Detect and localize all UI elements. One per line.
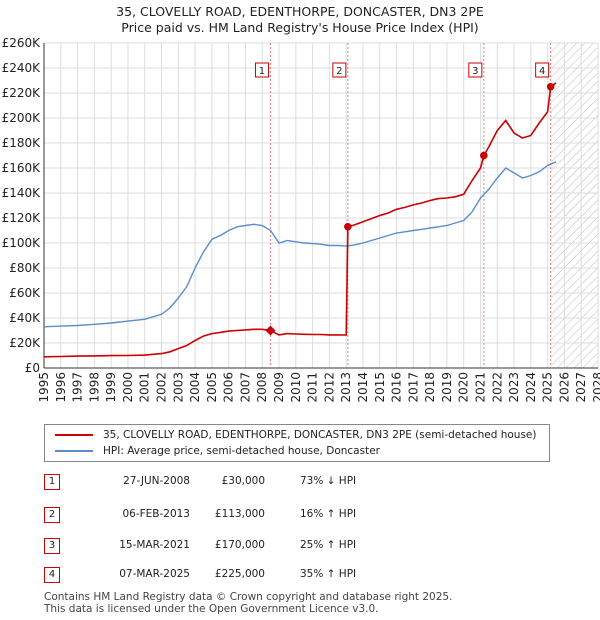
legend: 35, CLOVELLY ROAD, EDENTHORPE, DONCASTER… bbox=[44, 424, 550, 462]
sale-hpi-change: 35% ↑ HPI bbox=[300, 568, 357, 580]
x-tick-label: 2008 bbox=[255, 372, 269, 403]
sale-number-label: 3 bbox=[472, 66, 478, 77]
sale-number-badge: 1 bbox=[44, 474, 60, 490]
y-tick-label: £20K bbox=[9, 336, 41, 350]
sale-hpi-change: 25% ↑ HPI bbox=[300, 539, 357, 551]
sale-point-marker bbox=[265, 325, 276, 336]
chart-title-line1: 35, CLOVELLY ROAD, EDENTHORPE, DONCASTER… bbox=[116, 4, 484, 19]
y-tick-label: £260K bbox=[2, 36, 42, 50]
sale-number-label: 4 bbox=[539, 66, 545, 77]
y-tick-label: £60K bbox=[9, 286, 41, 300]
sale-hpi-change: 16% ↑ HPI bbox=[300, 508, 357, 520]
sale-price: £225,000 bbox=[214, 568, 265, 580]
sale-price: £170,000 bbox=[214, 539, 265, 551]
y-tick-label: £120K bbox=[2, 211, 42, 225]
legend-label-hpi: HPI: Average price, semi-detached house,… bbox=[103, 445, 380, 457]
chart-title-line2: Price paid vs. HM Land Registry's House … bbox=[121, 20, 479, 35]
y-tick-label: £40K bbox=[9, 311, 41, 325]
x-tick-label: 2020 bbox=[457, 372, 471, 403]
y-tick-label: £240K bbox=[2, 61, 42, 75]
x-tick-label: 1999 bbox=[104, 372, 118, 403]
sale-number-box bbox=[254, 62, 269, 78]
x-tick-label: 2000 bbox=[121, 372, 135, 403]
x-tick-label: 2016 bbox=[390, 372, 404, 403]
x-tick-label: 2003 bbox=[171, 372, 185, 403]
legend-item-property: 35, CLOVELLY ROAD, EDENTHORPE, DONCASTER… bbox=[55, 427, 536, 443]
footer-copyright: Contains HM Land Registry data © Crown c… bbox=[44, 591, 453, 603]
x-tick-label: 2015 bbox=[373, 372, 387, 403]
sale-number-label: 2 bbox=[336, 66, 342, 77]
legend-label-property: 35, CLOVELLY ROAD, EDENTHORPE, DONCASTER… bbox=[103, 429, 537, 441]
y-tick-label: £180K bbox=[2, 136, 42, 150]
sale-number-badge: 2 bbox=[44, 507, 60, 523]
sale-date: 06-FEB-2013 bbox=[122, 508, 190, 520]
sale-hpi-change: 73% ↓ HPI bbox=[300, 475, 357, 487]
sale-date: 15-MAR-2021 bbox=[119, 539, 190, 551]
x-tick-label: 1995 bbox=[37, 372, 51, 403]
sale-row: 4 07-MAR-2025 £225,000 35% ↑ HPI bbox=[0, 567, 600, 585]
sale-number-box bbox=[468, 62, 483, 78]
sale-date: 27-JUN-2008 bbox=[123, 475, 190, 487]
future-hatch-region bbox=[550, 43, 598, 368]
x-tick-label: 1997 bbox=[71, 372, 85, 403]
legend-swatch-hpi bbox=[55, 450, 93, 452]
x-tick-label: 2006 bbox=[222, 372, 236, 403]
y-tick-label: £140K bbox=[2, 186, 42, 200]
sale-row: 2 06-FEB-2013 £113,000 16% ↑ HPI bbox=[0, 507, 600, 525]
y-tick-label: £0 bbox=[25, 361, 40, 375]
legend-swatch-property bbox=[55, 434, 93, 436]
x-tick-label: 2011 bbox=[306, 372, 320, 403]
x-tick-label: 2022 bbox=[490, 372, 504, 403]
x-tick-label: 2026 bbox=[557, 372, 571, 403]
x-tick-label: 2021 bbox=[473, 372, 487, 403]
sale-number-label: 1 bbox=[259, 66, 265, 77]
legend-item-hpi: HPI: Average price, semi-detached house,… bbox=[55, 443, 380, 459]
y-tick-label: £160K bbox=[2, 161, 42, 175]
y-tick-label: £100K bbox=[2, 236, 42, 250]
y-tick-label: £200K bbox=[2, 111, 42, 125]
x-tick-label: 2013 bbox=[339, 372, 353, 403]
price-chart: £0 £20K £40K £60K £80K £100K £120K £140K £160K £1… bbox=[2, 36, 600, 403]
x-tick-label: 2018 bbox=[423, 372, 437, 403]
x-tick-label: 2005 bbox=[205, 372, 219, 403]
x-tick-label: 2023 bbox=[507, 372, 521, 403]
x-tick-label: 2017 bbox=[406, 372, 420, 403]
x-tick-label: 2027 bbox=[574, 372, 588, 403]
sale-point-marker bbox=[546, 82, 555, 91]
property-series-line bbox=[43, 82, 557, 358]
y-tick-label: £80K bbox=[9, 261, 41, 275]
sale-date: 07-MAR-2025 bbox=[119, 568, 190, 580]
x-tick-label: 2025 bbox=[541, 372, 555, 403]
y-tick-label: £220K bbox=[2, 86, 42, 100]
x-tick-label: 2024 bbox=[524, 372, 538, 403]
x-tick-label: 2014 bbox=[356, 372, 370, 403]
x-tick-label: 2019 bbox=[440, 372, 454, 403]
hpi-series-line bbox=[43, 161, 557, 328]
x-tick-label: 2002 bbox=[155, 372, 169, 403]
sale-point-marker bbox=[480, 151, 488, 160]
x-tick-label: 2010 bbox=[289, 372, 303, 403]
x-tick-label: 2004 bbox=[188, 372, 202, 403]
x-tick-label: 2007 bbox=[238, 372, 252, 403]
x-tick-label: 2009 bbox=[272, 372, 286, 403]
sale-number-box bbox=[535, 62, 550, 78]
x-tick-label: 2001 bbox=[138, 372, 152, 403]
x-tick-label: 2012 bbox=[322, 372, 336, 403]
sale-number-badge: 4 bbox=[44, 567, 60, 583]
sale-number-box bbox=[332, 62, 347, 78]
x-tick-label: 1998 bbox=[87, 372, 101, 403]
sale-number-badge: 3 bbox=[44, 538, 60, 554]
footer-license: This data is licensed under the Open Gov… bbox=[44, 603, 379, 615]
x-tick-label: 2028 bbox=[591, 372, 600, 403]
sale-point-marker bbox=[344, 222, 352, 231]
sale-price: £30,000 bbox=[221, 475, 265, 487]
sale-price: £113,000 bbox=[214, 508, 265, 520]
sale-row: 1 27-JUN-2008 £30,000 73% ↓ HPI bbox=[0, 474, 600, 492]
sale-row: 3 15-MAR-2021 £170,000 25% ↑ HPI bbox=[0, 538, 600, 556]
x-tick-label: 1996 bbox=[54, 372, 68, 403]
